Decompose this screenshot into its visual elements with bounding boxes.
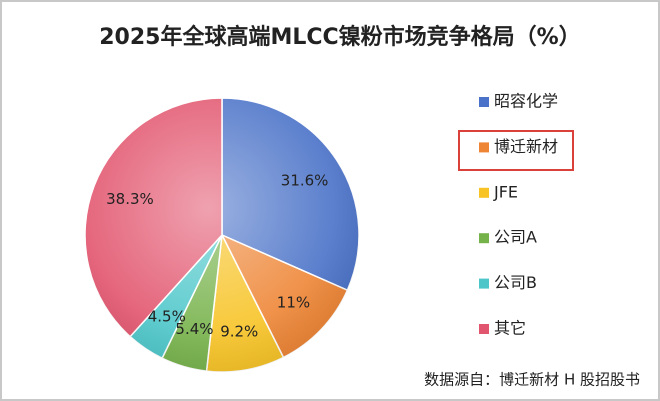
legend-label: 公司A [494,228,537,247]
legend-marker [479,278,489,289]
legend-marker [479,187,489,198]
data-label: 4.5% [148,307,186,325]
source-note: 数据源自：博迁新材 H 股招股书 [424,371,640,389]
chart-title: 2025年全球高端MLCC镍粉市场竞争格局（%） [99,24,580,50]
legend-label: 博迁新材 [494,137,558,156]
data-label: 5.4% [175,320,213,338]
legend-marker [479,324,489,334]
data-label: 11% [277,293,310,311]
legend-marker [479,142,489,153]
legend-marker [479,233,489,244]
legend-label: 昭容化学 [494,92,558,111]
legend-marker [479,97,489,107]
data-label: 38.3% [106,190,154,208]
legend-label: 公司B [494,273,537,292]
legend-label: JFE [493,182,518,201]
data-label: 9.2% [220,323,258,341]
legend-label: 其它 [494,319,526,338]
highlight-box [458,130,574,171]
data-label: 31.6% [281,172,329,190]
